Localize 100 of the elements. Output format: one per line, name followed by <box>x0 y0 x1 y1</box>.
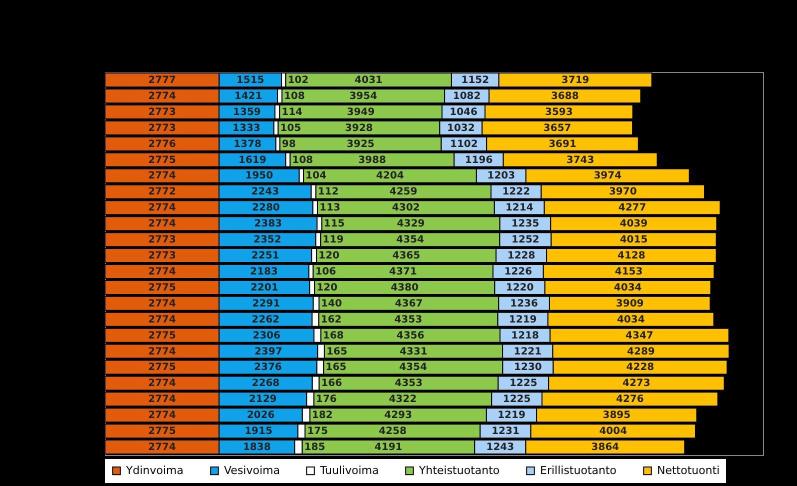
data-label: 2774 <box>148 410 176 422</box>
legend-label: Tuulivoima <box>319 464 379 477</box>
data-label: 2774 <box>148 218 176 230</box>
data-label: 3909 <box>616 298 644 310</box>
data-label: 3974 <box>594 170 622 182</box>
data-label: 2774 <box>148 378 176 390</box>
data-label: 1236 <box>510 298 538 310</box>
data-label: 2775 <box>148 330 176 342</box>
legend-label: Erillistuotanto <box>540 464 617 477</box>
data-label: 4015 <box>620 234 648 246</box>
data-label: 3657 <box>543 122 572 134</box>
data-label: 2268 <box>252 378 280 390</box>
data-label: 4004 <box>599 426 628 438</box>
data-label: 1152 <box>461 74 490 86</box>
data-label: 4034 <box>614 282 642 294</box>
data-label: 2774 <box>148 346 176 358</box>
data-label: 2397 <box>254 346 282 358</box>
data-label: 4128 <box>618 250 646 262</box>
legend-label: Vesivoima <box>224 464 280 477</box>
data-label: 2280 <box>252 202 280 214</box>
data-label: 3864 <box>591 442 620 454</box>
data-label: 2262 <box>252 314 280 326</box>
data-label: 1218 <box>511 330 540 342</box>
data-label: 1619 <box>238 154 266 166</box>
data-label: 4331 <box>400 346 428 358</box>
data-label: 120 <box>316 282 338 294</box>
data-label: 2243 <box>251 186 280 198</box>
data-label: 1225 <box>502 394 531 406</box>
data-label: 1196 <box>464 154 493 166</box>
data-label: 2774 <box>148 90 176 102</box>
data-label: 3988 <box>358 154 386 166</box>
data-label: 2775 <box>148 362 176 374</box>
data-label: 4329 <box>396 218 425 230</box>
data-label: 2773 <box>148 122 176 134</box>
data-label: 3949 <box>346 106 375 118</box>
data-label: 112 <box>318 186 339 198</box>
data-label: 1515 <box>236 74 264 86</box>
data-label: 2775 <box>148 154 176 166</box>
data-label: 104 <box>306 170 326 182</box>
data-label: 3970 <box>608 186 637 198</box>
data-label: 166 <box>321 378 342 390</box>
data-label: 2773 <box>148 250 176 262</box>
data-label: 4204 <box>376 170 404 182</box>
data-label: 175 <box>307 426 328 438</box>
data-label: 4353 <box>394 314 422 326</box>
data-label: 4273 <box>622 378 650 390</box>
data-label: 1838 <box>242 442 271 454</box>
data-label: 114 <box>282 106 303 118</box>
data-label: 2383 <box>254 218 282 230</box>
data-label: 3925 <box>346 138 375 150</box>
data-label: 4228 <box>626 362 654 374</box>
data-label: 2775 <box>148 282 176 294</box>
data-label: 113 <box>319 202 340 214</box>
data-label: 1235 <box>511 218 540 230</box>
data-label: 105 <box>280 122 302 134</box>
data-label: 1915 <box>244 426 272 438</box>
data-label: 4289 <box>627 346 655 358</box>
data-label: 2774 <box>148 202 176 214</box>
data-label: 140 <box>321 298 342 310</box>
data-label: 4034 <box>616 314 645 326</box>
data-label: 2376 <box>254 362 282 374</box>
data-label: 182 <box>312 410 333 422</box>
legend-label: Yhteistuotanto <box>418 464 500 477</box>
data-label: 3928 <box>345 122 373 134</box>
data-label: 1219 <box>508 314 537 326</box>
data-label: 185 <box>304 442 326 454</box>
data-label: 1243 <box>486 442 514 454</box>
data-label: 108 <box>284 90 305 102</box>
data-label: 4347 <box>626 330 654 342</box>
data-label: 3688 <box>550 90 579 102</box>
data-label: 3593 <box>544 106 573 118</box>
data-label: 4353 <box>394 378 423 390</box>
data-label: 1220 <box>506 282 534 294</box>
data-label: 1082 <box>452 90 481 102</box>
data-label: 4259 <box>390 186 418 198</box>
legend-label: Ydinvoima <box>125 464 184 477</box>
data-label: 1102 <box>450 138 478 150</box>
data-label: 1230 <box>514 362 542 374</box>
data-label: 2774 <box>148 298 176 310</box>
data-label: 4031 <box>354 74 383 86</box>
data-label: 2773 <box>148 234 176 246</box>
data-label: 2251 <box>251 250 280 262</box>
data-label: 119 <box>322 234 344 246</box>
data-label: 120 <box>318 250 340 262</box>
data-label: 2777 <box>148 74 176 86</box>
data-label: 1378 <box>234 138 262 150</box>
data-label: 98 <box>282 138 296 150</box>
data-label: 1046 <box>450 106 478 118</box>
data-label: 4276 <box>616 394 644 406</box>
data-label: 2774 <box>148 170 176 182</box>
data-label: 3691 <box>548 138 576 150</box>
data-label: 4380 <box>390 282 419 294</box>
data-label: 4039 <box>620 218 648 230</box>
data-label: 115 <box>324 218 345 230</box>
data-label: 162 <box>320 314 342 326</box>
data-label: 2129 <box>248 394 277 406</box>
data-label: 4302 <box>392 202 420 214</box>
data-label: 168 <box>322 330 344 342</box>
data-label: 3719 <box>561 74 590 86</box>
data-label: 165 <box>326 362 347 374</box>
